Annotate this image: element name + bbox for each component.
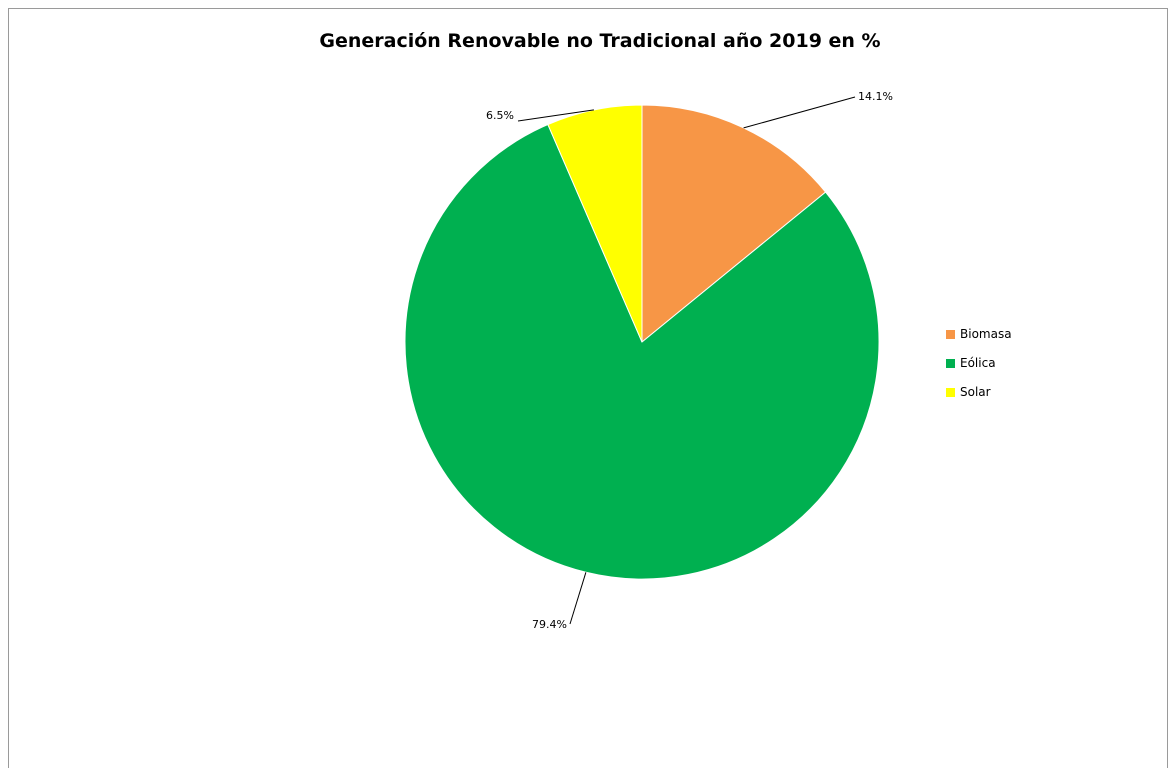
legend: Biomasa Eólica Solar [946,324,1012,411]
data-label-solar: 6.5% [486,109,514,122]
legend-item-biomasa: Biomasa [946,324,1012,344]
legend-swatch-eolica [946,358,955,368]
leader-line-biomasa [743,96,856,129]
legend-label-eolica: Eólica [960,356,996,370]
legend-label-solar: Solar [960,385,991,399]
leader-line-solar [517,109,594,122]
legend-item-solar: Solar [946,382,1012,402]
leader-line-eolica [569,572,587,625]
legend-item-eolica: Eólica [946,353,1012,373]
pie-slice-solar [547,104,643,343]
pie-slice-eolica [404,123,880,580]
pie-slice-biomasa [641,104,827,344]
data-label-eolica: 79.4% [532,618,567,631]
legend-swatch-solar [946,387,955,397]
data-label-biomasa: 14.1% [858,90,893,103]
legend-swatch-biomasa [946,329,955,339]
chart-title: Generación Renovable no Tradicional año … [319,30,881,52]
legend-label-biomasa: Biomasa [960,327,1012,341]
